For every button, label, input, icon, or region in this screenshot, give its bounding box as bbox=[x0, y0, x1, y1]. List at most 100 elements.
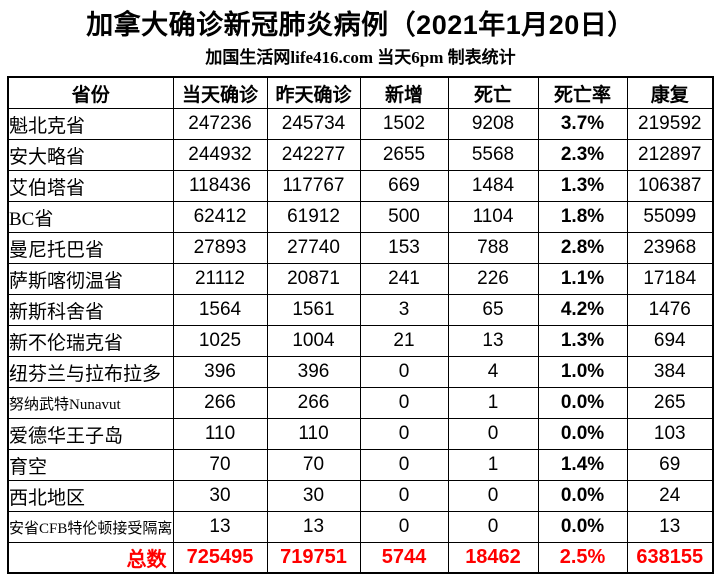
province-name: BC省 bbox=[7, 201, 174, 233]
province-name: 育空 bbox=[7, 449, 174, 481]
today-confirmed-value: 110 bbox=[172, 418, 268, 450]
today-confirmed-value: 247236 bbox=[172, 108, 268, 140]
yesterday-confirmed-value: 1561 bbox=[266, 294, 361, 326]
yesterday-confirmed-value: 70 bbox=[266, 449, 361, 481]
province-name: 艾伯塔省 bbox=[7, 170, 174, 202]
deaths-value: 788 bbox=[447, 232, 539, 264]
header-death-rate: 死亡率 bbox=[537, 76, 628, 109]
total-death-rate: 2.5% bbox=[537, 542, 628, 574]
yesterday-confirmed-value: 242277 bbox=[266, 139, 361, 171]
total-deaths: 18462 bbox=[447, 542, 539, 574]
page-title: 加拿大确诊新冠肺炎病例（2021年1月20日） bbox=[86, 10, 635, 40]
yesterday-confirmed-value: 117767 bbox=[266, 170, 361, 202]
new-cases-value: 0 bbox=[359, 511, 449, 543]
recovered-value: 1476 bbox=[626, 294, 714, 326]
province-name: 安省CFB特伦顿接受隔离 bbox=[7, 511, 174, 543]
province-name: 曼尼托巴省 bbox=[7, 232, 174, 264]
header-deaths: 死亡 bbox=[447, 76, 539, 109]
yesterday-confirmed-value: 266 bbox=[266, 387, 361, 419]
table-row: 育空 70 70 0 1 1.4% 69 bbox=[7, 449, 714, 481]
deaths-value: 0 bbox=[447, 511, 539, 543]
deaths-value: 1 bbox=[447, 449, 539, 481]
recovered-value: 694 bbox=[626, 325, 714, 357]
recovered-value: 17184 bbox=[626, 263, 714, 295]
total-yesterday-confirmed: 719751 bbox=[266, 542, 361, 574]
total-today-confirmed: 725495 bbox=[172, 542, 268, 574]
table-row: 魁北克省 247236 245734 1502 9208 3.7% 219592 bbox=[7, 108, 714, 140]
new-cases-value: 0 bbox=[359, 449, 449, 481]
recovered-value: 219592 bbox=[626, 108, 714, 140]
death-rate-value: 0.0% bbox=[537, 387, 628, 419]
new-cases-value: 0 bbox=[359, 480, 449, 512]
recovered-value: 212897 bbox=[626, 139, 714, 171]
table-row: 安大略省 244932 242277 2655 5568 2.3% 212897 bbox=[7, 139, 714, 171]
recovered-value: 106387 bbox=[626, 170, 714, 202]
death-rate-value: 0.0% bbox=[537, 418, 628, 450]
recovered-value: 265 bbox=[626, 387, 714, 419]
death-rate-value: 2.3% bbox=[537, 139, 628, 171]
today-confirmed-value: 21112 bbox=[172, 263, 268, 295]
yesterday-confirmed-value: 61912 bbox=[266, 201, 361, 233]
death-rate-value: 2.8% bbox=[537, 232, 628, 264]
table-row: 努纳武特Nunavut 266 266 0 1 0.0% 265 bbox=[7, 387, 714, 419]
today-confirmed-value: 396 bbox=[172, 356, 268, 388]
header-recovered: 康复 bbox=[626, 76, 714, 109]
province-name: 西北地区 bbox=[7, 480, 174, 512]
deaths-value: 0 bbox=[447, 418, 539, 450]
header-province: 省份 bbox=[7, 76, 174, 109]
header-today-confirmed: 当天确诊 bbox=[172, 76, 268, 109]
death-rate-value: 4.2% bbox=[537, 294, 628, 326]
deaths-value: 1104 bbox=[447, 201, 539, 233]
today-confirmed-value: 244932 bbox=[172, 139, 268, 171]
table-row: 西北地区 30 30 0 0 0.0% 24 bbox=[7, 480, 714, 512]
death-rate-value: 1.3% bbox=[537, 325, 628, 357]
today-confirmed-value: 70 bbox=[172, 449, 268, 481]
covid-stats-table: 省份 当天确诊 昨天确诊 新增 死亡 死亡率 康复 魁北克省 247236 2457… bbox=[7, 76, 714, 574]
total-label: 总数 bbox=[7, 542, 174, 574]
new-cases-value: 1502 bbox=[359, 108, 449, 140]
yesterday-confirmed-value: 110 bbox=[266, 418, 361, 450]
table-header-row: 省份 当天确诊 昨天确诊 新增 死亡 死亡率 康复 bbox=[7, 76, 714, 109]
new-cases-value: 153 bbox=[359, 232, 449, 264]
table-row: 萨斯喀彻温省 21112 20871 241 226 1.1% 17184 bbox=[7, 263, 714, 295]
recovered-value: 55099 bbox=[626, 201, 714, 233]
death-rate-value: 1.3% bbox=[537, 170, 628, 202]
new-cases-value: 500 bbox=[359, 201, 449, 233]
death-rate-value: 3.7% bbox=[537, 108, 628, 140]
new-cases-value: 241 bbox=[359, 263, 449, 295]
deaths-value: 1484 bbox=[447, 170, 539, 202]
recovered-value: 69 bbox=[626, 449, 714, 481]
death-rate-value: 1.4% bbox=[537, 449, 628, 481]
yesterday-confirmed-value: 13 bbox=[266, 511, 361, 543]
table-row: 曼尼托巴省 27893 27740 153 788 2.8% 23968 bbox=[7, 232, 714, 264]
today-confirmed-value: 62412 bbox=[172, 201, 268, 233]
today-confirmed-value: 27893 bbox=[172, 232, 268, 264]
province-name: 安大略省 bbox=[7, 139, 174, 171]
death-rate-value: 1.0% bbox=[537, 356, 628, 388]
yesterday-confirmed-value: 1004 bbox=[266, 325, 361, 357]
new-cases-value: 0 bbox=[359, 387, 449, 419]
province-name: 努纳武特Nunavut bbox=[7, 387, 174, 419]
recovered-value: 23968 bbox=[626, 232, 714, 264]
new-cases-value: 0 bbox=[359, 418, 449, 450]
table-row: BC省 62412 61912 500 1104 1.8% 55099 bbox=[7, 201, 714, 233]
province-name: 魁北克省 bbox=[7, 108, 174, 140]
today-confirmed-value: 13 bbox=[172, 511, 268, 543]
deaths-value: 226 bbox=[447, 263, 539, 295]
yesterday-confirmed-value: 20871 bbox=[266, 263, 361, 295]
yesterday-confirmed-value: 245734 bbox=[266, 108, 361, 140]
new-cases-value: 21 bbox=[359, 325, 449, 357]
header-new-cases: 新增 bbox=[359, 76, 449, 109]
page-subtitle: 加国生活网life416.com 当天6pm 制表统计 bbox=[205, 48, 516, 67]
table-row: 纽芬兰与拉布拉多 396 396 0 4 1.0% 384 bbox=[7, 356, 714, 388]
province-name: 新斯科舍省 bbox=[7, 294, 174, 326]
deaths-value: 9208 bbox=[447, 108, 539, 140]
yesterday-confirmed-value: 27740 bbox=[266, 232, 361, 264]
province-name: 纽芬兰与拉布拉多 bbox=[7, 356, 174, 388]
today-confirmed-value: 118436 bbox=[172, 170, 268, 202]
deaths-value: 1 bbox=[447, 387, 539, 419]
table-row: 新不伦瑞克省 1025 1004 21 13 1.3% 694 bbox=[7, 325, 714, 357]
new-cases-value: 3 bbox=[359, 294, 449, 326]
death-rate-value: 1.1% bbox=[537, 263, 628, 295]
province-name: 新不伦瑞克省 bbox=[7, 325, 174, 357]
